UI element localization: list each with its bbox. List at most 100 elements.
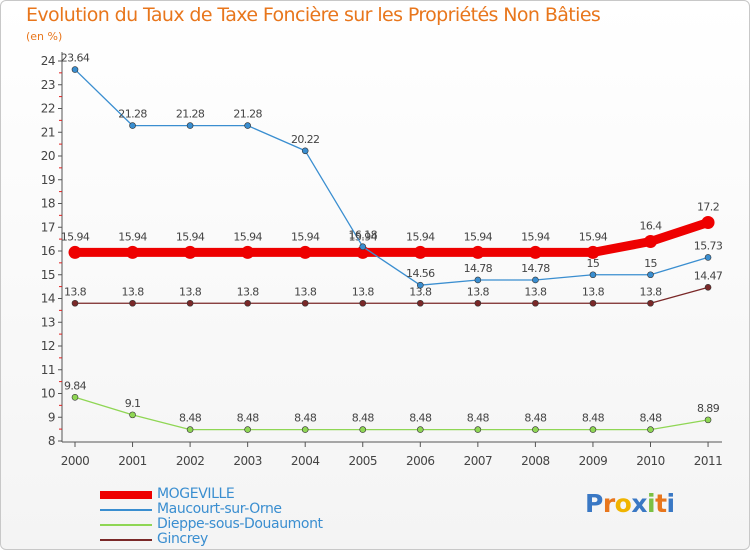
data-label-mogeville: 15.94 <box>61 230 90 243</box>
data-label-maucourt-sur-orne: 14.56 <box>406 267 435 280</box>
y-tick-label: 19 <box>41 173 55 187</box>
point-gincrey <box>647 299 654 307</box>
y-tick-label: 14 <box>41 292 55 306</box>
point-gincrey <box>129 299 136 307</box>
point-maucourt-sur-orne <box>647 271 654 279</box>
point-gincrey <box>416 299 424 307</box>
x-tick-label: 2010 <box>636 454 665 468</box>
series-line-gincrey <box>74 286 709 304</box>
point-dieppe-sous-douaumont <box>704 416 712 424</box>
x-tick-label: 2002 <box>176 454 205 468</box>
data-label-maucourt-sur-orne: 23.64 <box>61 52 90 65</box>
unit-label: (en %) <box>26 30 63 43</box>
point-dieppe-sous-douaumont <box>129 411 136 419</box>
data-label-mogeville: 16.4 <box>639 220 662 233</box>
data-label-dieppe-sous-douaumont: 8.48 <box>467 412 490 425</box>
logo-letter: P <box>585 489 603 518</box>
point-gincrey <box>301 299 309 307</box>
data-label-dieppe-sous-douaumont: 8.48 <box>352 412 375 425</box>
point-mogeville <box>68 245 82 259</box>
y-tick-label: 8 <box>48 434 55 448</box>
data-label-mogeville: 15.94 <box>176 230 205 243</box>
point-gincrey <box>704 284 712 291</box>
data-label-dieppe-sous-douaumont: 8.48 <box>639 412 662 425</box>
x-tick-label: 2005 <box>348 454 377 468</box>
x-tick-label: 2007 <box>464 454 493 468</box>
x-tick-label: 2011 <box>694 454 723 468</box>
y-tick-label: 16 <box>41 244 55 258</box>
legend-label: Gincrey <box>157 531 208 547</box>
y-tick-label: 12 <box>41 339 55 353</box>
point-maucourt-sur-orne <box>474 276 482 284</box>
chart-title: Evolution du Taux de Taxe Foncière sur l… <box>26 4 601 26</box>
legend-swatch <box>100 509 152 511</box>
data-label-mogeville: 15.94 <box>406 230 435 243</box>
data-label-dieppe-sous-douaumont: 8.48 <box>409 412 432 425</box>
y-tick-label: 17 <box>41 220 55 234</box>
data-label-dieppe-sous-douaumont: 8.48 <box>179 412 202 425</box>
x-tick-label: 2003 <box>233 454 262 468</box>
point-dieppe-sous-douaumont <box>416 426 424 433</box>
data-label-maucourt-sur-orne: 15.73 <box>694 239 723 252</box>
point-mogeville <box>183 245 197 259</box>
point-maucourt-sur-orne <box>186 122 194 129</box>
legend-swatch <box>100 539 152 541</box>
point-maucourt-sur-orne <box>704 254 712 261</box>
y-tick-label: 18 <box>41 197 55 211</box>
data-label-maucourt-sur-orne: 14.78 <box>521 262 550 275</box>
data-label-gincrey: 13.8 <box>64 285 87 298</box>
data-label-mogeville: 15.94 <box>291 230 320 243</box>
y-tick-label: 10 <box>41 387 55 401</box>
point-gincrey <box>244 299 251 307</box>
logo-letter: i <box>647 489 656 518</box>
data-label-maucourt-sur-orne: 15 <box>587 257 600 270</box>
data-label-maucourt-sur-orne: 21.28 <box>176 108 205 121</box>
data-label-mogeville: 17.2 <box>697 201 719 214</box>
point-mogeville <box>528 245 542 259</box>
point-gincrey <box>186 299 194 307</box>
data-label-gincrey: 13.8 <box>237 285 260 298</box>
legend-label: MOGEVILLE <box>157 486 235 502</box>
y-tick-label: 22 <box>41 102 55 116</box>
point-dieppe-sous-douaumont <box>532 426 539 433</box>
point-mogeville <box>298 245 312 259</box>
data-label-mogeville: 15.94 <box>118 230 147 243</box>
data-label-gincrey: 14.47 <box>694 269 723 282</box>
point-maucourt-sur-orne <box>589 271 597 279</box>
data-label-gincrey: 13.8 <box>352 285 375 298</box>
y-tick-label: 21 <box>41 125 55 139</box>
data-label-maucourt-sur-orne: 16.18 <box>349 229 378 242</box>
point-gincrey <box>474 299 482 307</box>
data-label-maucourt-sur-orne: 21.28 <box>233 108 262 121</box>
x-tick-label: 2006 <box>406 454 435 468</box>
data-label-dieppe-sous-douaumont: 8.89 <box>697 402 720 415</box>
y-tick-label: 24 <box>41 54 55 68</box>
x-tick-label: 2009 <box>579 454 608 468</box>
point-dieppe-sous-douaumont <box>359 426 367 433</box>
data-label-dieppe-sous-douaumont: 8.48 <box>524 412 547 425</box>
data-label-gincrey: 13.8 <box>122 285 145 298</box>
y-tick-label: 23 <box>41 78 55 92</box>
point-dieppe-sous-douaumont <box>474 426 482 433</box>
series-line-mogeville <box>70 218 713 257</box>
point-maucourt-sur-orne <box>416 281 424 289</box>
logo-letter: i <box>666 489 676 518</box>
data-label-maucourt-sur-orne: 14.78 <box>464 262 493 275</box>
point-mogeville <box>126 245 140 259</box>
point-dieppe-sous-douaumont <box>589 426 597 433</box>
data-label-gincrey: 13.8 <box>294 285 317 298</box>
point-mogeville <box>586 245 600 259</box>
point-mogeville <box>701 216 715 229</box>
legend-swatch <box>100 491 152 499</box>
point-dieppe-sous-douaumont <box>244 426 251 433</box>
x-tick-label: 2000 <box>61 454 90 468</box>
y-tick-label: 13 <box>41 315 55 329</box>
point-gincrey <box>589 299 597 307</box>
data-label-mogeville: 15.94 <box>233 230 262 243</box>
data-label-dieppe-sous-douaumont: 9.84 <box>64 379 87 392</box>
point-maucourt-sur-orne <box>359 243 367 251</box>
data-label-mogeville: 15.94 <box>464 230 493 243</box>
proxiti-logo: Proxiti <box>585 489 675 518</box>
data-label-gincrey: 13.8 <box>467 285 490 298</box>
y-tick-label: 20 <box>41 149 55 163</box>
